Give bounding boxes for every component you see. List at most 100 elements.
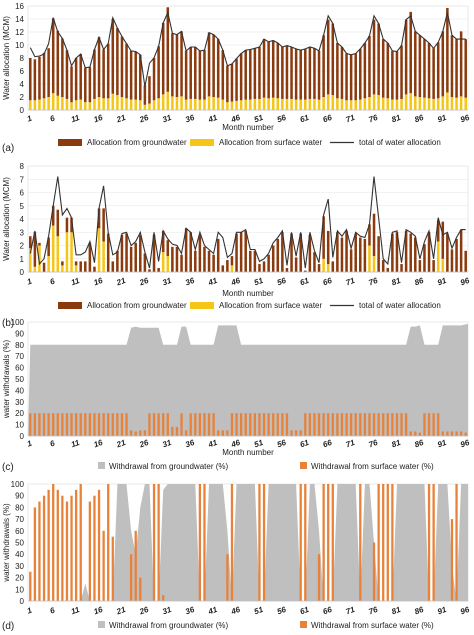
groundwater-bar — [180, 254, 183, 272]
groundwater-bar — [395, 232, 399, 272]
surface-water-bar — [65, 98, 69, 110]
surface-water-bar — [198, 413, 202, 436]
surface-water-bar — [226, 430, 229, 436]
surface-water-bar — [226, 554, 229, 601]
surface-water-bar — [61, 97, 64, 110]
surface-water-bar — [294, 99, 298, 110]
groundwater-bar — [317, 264, 321, 272]
groundwater-bar — [102, 49, 105, 99]
surface-water-bar — [93, 495, 96, 601]
groundwater-bar — [157, 46, 160, 99]
surface-water-bar — [111, 93, 115, 110]
surface-water-bar — [84, 413, 87, 436]
groundwater-bar — [400, 45, 403, 99]
x-tick-label: 56 — [276, 438, 288, 450]
groundwater-bar — [207, 32, 211, 97]
y-tick-label: 10 — [15, 585, 24, 594]
groundwater-bar — [290, 46, 293, 99]
y-tick-label: 0 — [20, 106, 25, 115]
surface-water-bar — [189, 413, 192, 436]
x-tick-label: 31 — [161, 438, 173, 450]
groundwater-bar — [400, 264, 403, 272]
y-tick-label: 14 — [15, 15, 24, 24]
surface-water-bar — [148, 103, 151, 110]
groundwater-bar — [331, 261, 335, 272]
surface-water-bar — [276, 98, 280, 110]
surface-water-bar — [157, 484, 160, 601]
surface-water-bar — [372, 94, 376, 110]
groundwater-bar — [65, 217, 69, 233]
surface-water-bar — [327, 413, 330, 436]
groundwater-bar — [93, 266, 96, 272]
surface-water-bar — [61, 495, 64, 601]
surface-water-bar — [194, 98, 197, 110]
y-tick-label: 8 — [20, 54, 25, 63]
surface-water-bar — [171, 96, 174, 110]
x-tick-label: 61 — [299, 438, 311, 450]
groundwater-bar — [436, 42, 440, 99]
groundwater-bar — [267, 254, 270, 272]
x-tick-label: 66 — [322, 438, 334, 450]
surface-water-bar — [116, 95, 119, 110]
y-tick-label: 90 — [15, 492, 24, 501]
x-tick-label: 1 — [26, 276, 34, 286]
groundwater-bar — [93, 49, 96, 99]
groundwater-bar — [29, 58, 32, 101]
surface-water-bar — [134, 431, 137, 436]
surface-water-bar — [308, 413, 312, 436]
groundwater-area — [28, 324, 468, 436]
surface-water-bar — [61, 413, 64, 436]
groundwater-bar — [143, 253, 147, 272]
groundwater-bar — [331, 23, 335, 96]
surface-water-bar — [93, 413, 96, 436]
y-axis-title: Water allocation (MCM) — [2, 177, 11, 261]
surface-water-bar — [432, 413, 435, 436]
surface-water-bar — [217, 430, 220, 436]
surface-water-bar — [262, 97, 266, 110]
groundwater-bar — [340, 237, 344, 272]
surface-water-bar — [391, 413, 394, 436]
groundwater-bar — [74, 58, 78, 101]
groundwater-bar — [161, 22, 165, 95]
groundwater-bar — [354, 53, 357, 101]
x-tick-label: 81 — [390, 438, 402, 450]
groundwater-bar — [326, 230, 330, 265]
surface-water-bar — [29, 248, 32, 272]
groundwater-bar — [404, 19, 408, 95]
groundwater-bar — [409, 233, 412, 272]
surface-water-bar — [65, 413, 69, 436]
surface-water-bar — [363, 413, 367, 436]
groundwater-bar — [198, 234, 202, 272]
surface-water-bar — [377, 484, 380, 601]
groundwater-bar — [249, 49, 252, 100]
groundwater-bar — [326, 19, 330, 95]
surface-water-bar — [93, 98, 96, 110]
x-tick-label: 41 — [206, 438, 219, 450]
surface-water-bar — [65, 501, 69, 601]
y-tick-label: 12 — [15, 28, 24, 37]
x-tick-label: 1 — [26, 438, 34, 448]
surface-water-bar — [203, 413, 206, 436]
x-tick-label: 76 — [367, 438, 379, 450]
surface-water-bar — [52, 413, 55, 436]
surface-water-bar — [56, 413, 59, 436]
surface-water-bar — [294, 430, 298, 436]
surface-water-bar — [221, 430, 224, 436]
surface-water-bar — [455, 484, 458, 601]
panel-label-b: (b) — [2, 318, 15, 329]
surface-water-bar — [212, 413, 215, 436]
x-tick-label: 96 — [459, 113, 471, 125]
groundwater-bar — [239, 232, 243, 272]
x-axis-title: Month number — [222, 448, 274, 457]
groundwater-bar — [253, 250, 257, 272]
y-tick-label: 0 — [20, 432, 25, 441]
surface-water-bar — [459, 431, 463, 436]
groundwater-bar — [290, 233, 293, 272]
surface-water-bar — [216, 97, 220, 110]
surface-water-bar — [326, 94, 330, 110]
y-tick-label: 30 — [15, 398, 24, 407]
groundwater-bar — [459, 229, 463, 272]
surface-water-bar — [203, 484, 206, 601]
x-tick-label: 66 — [322, 113, 334, 125]
x-tick-label: 41 — [206, 276, 219, 288]
